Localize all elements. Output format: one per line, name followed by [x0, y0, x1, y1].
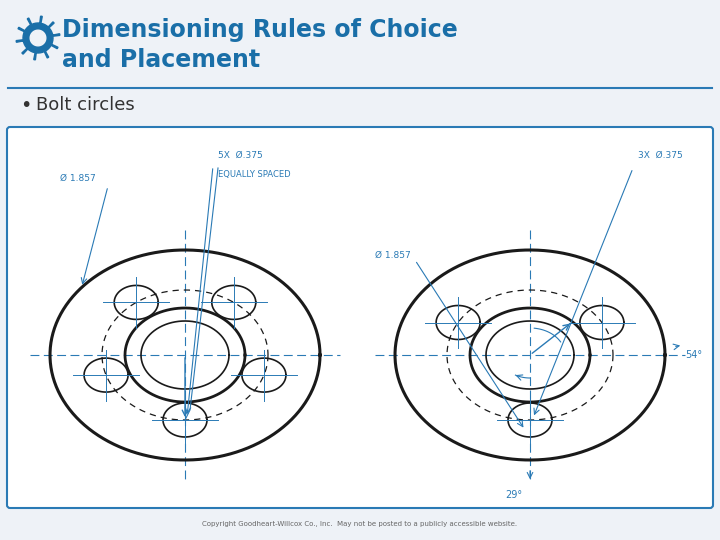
Text: 5X  Ø.375: 5X Ø.375: [218, 151, 263, 160]
Polygon shape: [16, 16, 60, 60]
Text: EQUALLY SPACED: EQUALLY SPACED: [218, 170, 291, 179]
Text: Ø 1.857: Ø 1.857: [60, 173, 96, 183]
Text: Dimensioning Rules of Choice: Dimensioning Rules of Choice: [62, 18, 458, 42]
Text: and Placement: and Placement: [62, 48, 260, 72]
FancyBboxPatch shape: [7, 127, 713, 508]
Text: 29°: 29°: [505, 490, 522, 500]
Text: Ø 1.857: Ø 1.857: [375, 251, 410, 260]
Text: Bolt circles: Bolt circles: [36, 96, 135, 114]
Polygon shape: [30, 30, 46, 46]
Text: •: •: [20, 96, 32, 115]
Text: 54°: 54°: [685, 350, 702, 360]
Text: 3X  Ø.375: 3X Ø.375: [638, 151, 683, 160]
Text: Copyright Goodheart-Willcox Co., Inc.  May not be posted to a publicly accessibl: Copyright Goodheart-Willcox Co., Inc. Ma…: [202, 521, 518, 527]
